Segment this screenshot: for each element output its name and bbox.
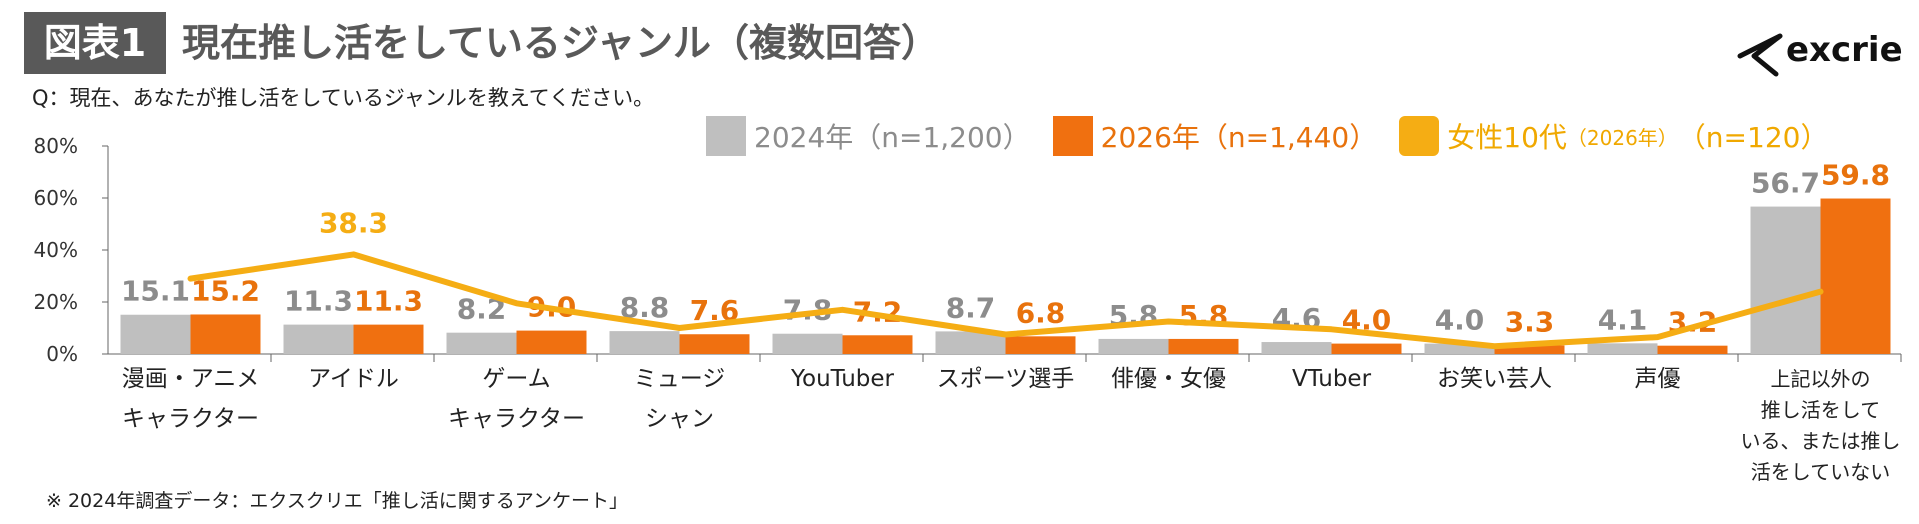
brand-logo: excrie <box>1736 26 1903 78</box>
category-label: 活をしていない <box>1751 460 1890 484</box>
legend-swatch-2024 <box>706 116 746 156</box>
page-title: 現在推し活をしているジャンル（複数回答） <box>182 21 939 65</box>
logo-text: excrie <box>1786 30 1903 70</box>
bar-2026 <box>1494 345 1565 354</box>
bar-2024 <box>1587 343 1658 354</box>
category-label: 漫画・アニメ <box>122 366 260 392</box>
bar-2026 <box>679 334 750 354</box>
category-label: ゲーム <box>482 366 550 392</box>
category-label: 声優 <box>1635 366 1681 392</box>
bar-2026 <box>1005 336 1076 354</box>
bar-2026 <box>1168 338 1239 354</box>
question-text: Q：現在、あなたが推し活をしているジャンルを教えてください。 <box>32 86 655 110</box>
bar-2024 <box>609 331 680 354</box>
legend-label-2024: 2024年（n=1,200） <box>754 121 1031 154</box>
female-teens-point <box>842 309 843 311</box>
data-label-2024: 11.3 <box>284 285 353 318</box>
bar-2026 <box>1657 345 1728 354</box>
female-teens-point <box>516 302 517 304</box>
legend-sublabel-female-teens: （2026年） <box>1566 125 1678 150</box>
data-label-2024: 4.1 <box>1598 303 1648 336</box>
bar-2026 <box>353 324 424 354</box>
female-teens-point <box>190 278 191 280</box>
female-teens-point <box>1657 336 1658 338</box>
category-label: いる、または推し <box>1741 429 1901 453</box>
y-tick-label: 60% <box>34 186 78 210</box>
female-teens-line <box>187 251 1824 350</box>
category-label: スポーツ選手 <box>937 366 1075 392</box>
category-label: お笑い芸人 <box>1437 366 1552 392</box>
data-label-female-teens: 38.3 <box>319 206 388 239</box>
bar-2024 <box>446 332 517 354</box>
bar-2026 <box>842 335 913 354</box>
bar-2024 <box>283 324 354 354</box>
legend-label-2026: 2026年（n=1,440） <box>1100 121 1378 154</box>
bar-2024 <box>120 314 191 354</box>
bar-2024 <box>772 333 843 354</box>
bar-2024 <box>1261 342 1332 354</box>
y-tick-label: 40% <box>34 238 78 262</box>
legend-swatch-female-teens <box>1399 116 1440 156</box>
category-label: ミュージ <box>634 366 726 392</box>
bar-2024 <box>1098 338 1169 354</box>
data-label-2026: 3.3 <box>1505 305 1555 338</box>
bar-2026 <box>1331 343 1402 354</box>
data-label-2026: 59.8 <box>1821 159 1890 192</box>
legend-item-2026: 2026年（n=1,440） <box>1052 116 1378 156</box>
category-label: アイドル <box>308 366 399 392</box>
category-label: キャラクター <box>122 406 259 432</box>
bar-2026 <box>516 330 587 354</box>
female-teens-point <box>679 327 680 329</box>
legend-suffix-female-teens: （n=120） <box>1677 121 1829 154</box>
category-label: 上記以外の <box>1771 367 1871 391</box>
category-label: 推し活をして <box>1761 398 1880 422</box>
female-teens-point <box>1494 345 1495 347</box>
bar-2024 <box>1424 343 1495 354</box>
data-label-2026: 11.3 <box>354 285 423 318</box>
y-tick-label: 20% <box>34 290 78 314</box>
female-teens-point <box>353 253 354 255</box>
category-label: シャン <box>645 406 714 432</box>
bar-2024 <box>935 331 1006 354</box>
category-label: キャラクター <box>448 406 585 432</box>
y-tick-label: 80% <box>34 134 78 158</box>
figure-badge: 図表1 <box>24 12 166 74</box>
excrie-logo-mark-icon <box>1737 33 1783 77</box>
legend-item-2024: 2024年（n=1,200） <box>706 116 1031 156</box>
data-label-2026: 6.8 <box>1016 296 1066 329</box>
female-teens-point <box>1005 334 1006 335</box>
y-tick-label: 0% <box>46 342 78 366</box>
category-label: 俳優・女優 <box>1111 366 1226 392</box>
data-label-2024: 15.1 <box>121 275 190 308</box>
chart-legend: 2024年（n=1,200） 2026年（n=1,440） 女性10代 （202… <box>706 114 1850 158</box>
footnote: ※ 2024年調査データ：エクスクリエ「推し活に関するアンケート」 <box>46 490 628 512</box>
data-label-2024: 56.7 <box>1751 167 1820 200</box>
category-label: VTuber <box>1292 366 1372 392</box>
bar-2024 <box>1750 206 1821 354</box>
female-teens-point <box>1331 328 1332 330</box>
category-label: YouTuber <box>790 366 895 392</box>
data-label-2024: 8.7 <box>946 291 996 324</box>
female-teens-point <box>1168 321 1169 322</box>
legend-label-female-teens: 女性10代 <box>1447 121 1567 154</box>
bar-2026 <box>1820 198 1891 354</box>
bar-2026 <box>190 314 261 354</box>
data-label-2026: 15.2 <box>191 274 260 307</box>
legend-swatch-2026 <box>1052 116 1093 156</box>
data-label-2024: 4.0 <box>1435 304 1485 337</box>
female-teens-point <box>1820 291 1821 293</box>
legend-item-female-teens: 女性10代 （2026年） （n=120） <box>1399 116 1828 156</box>
